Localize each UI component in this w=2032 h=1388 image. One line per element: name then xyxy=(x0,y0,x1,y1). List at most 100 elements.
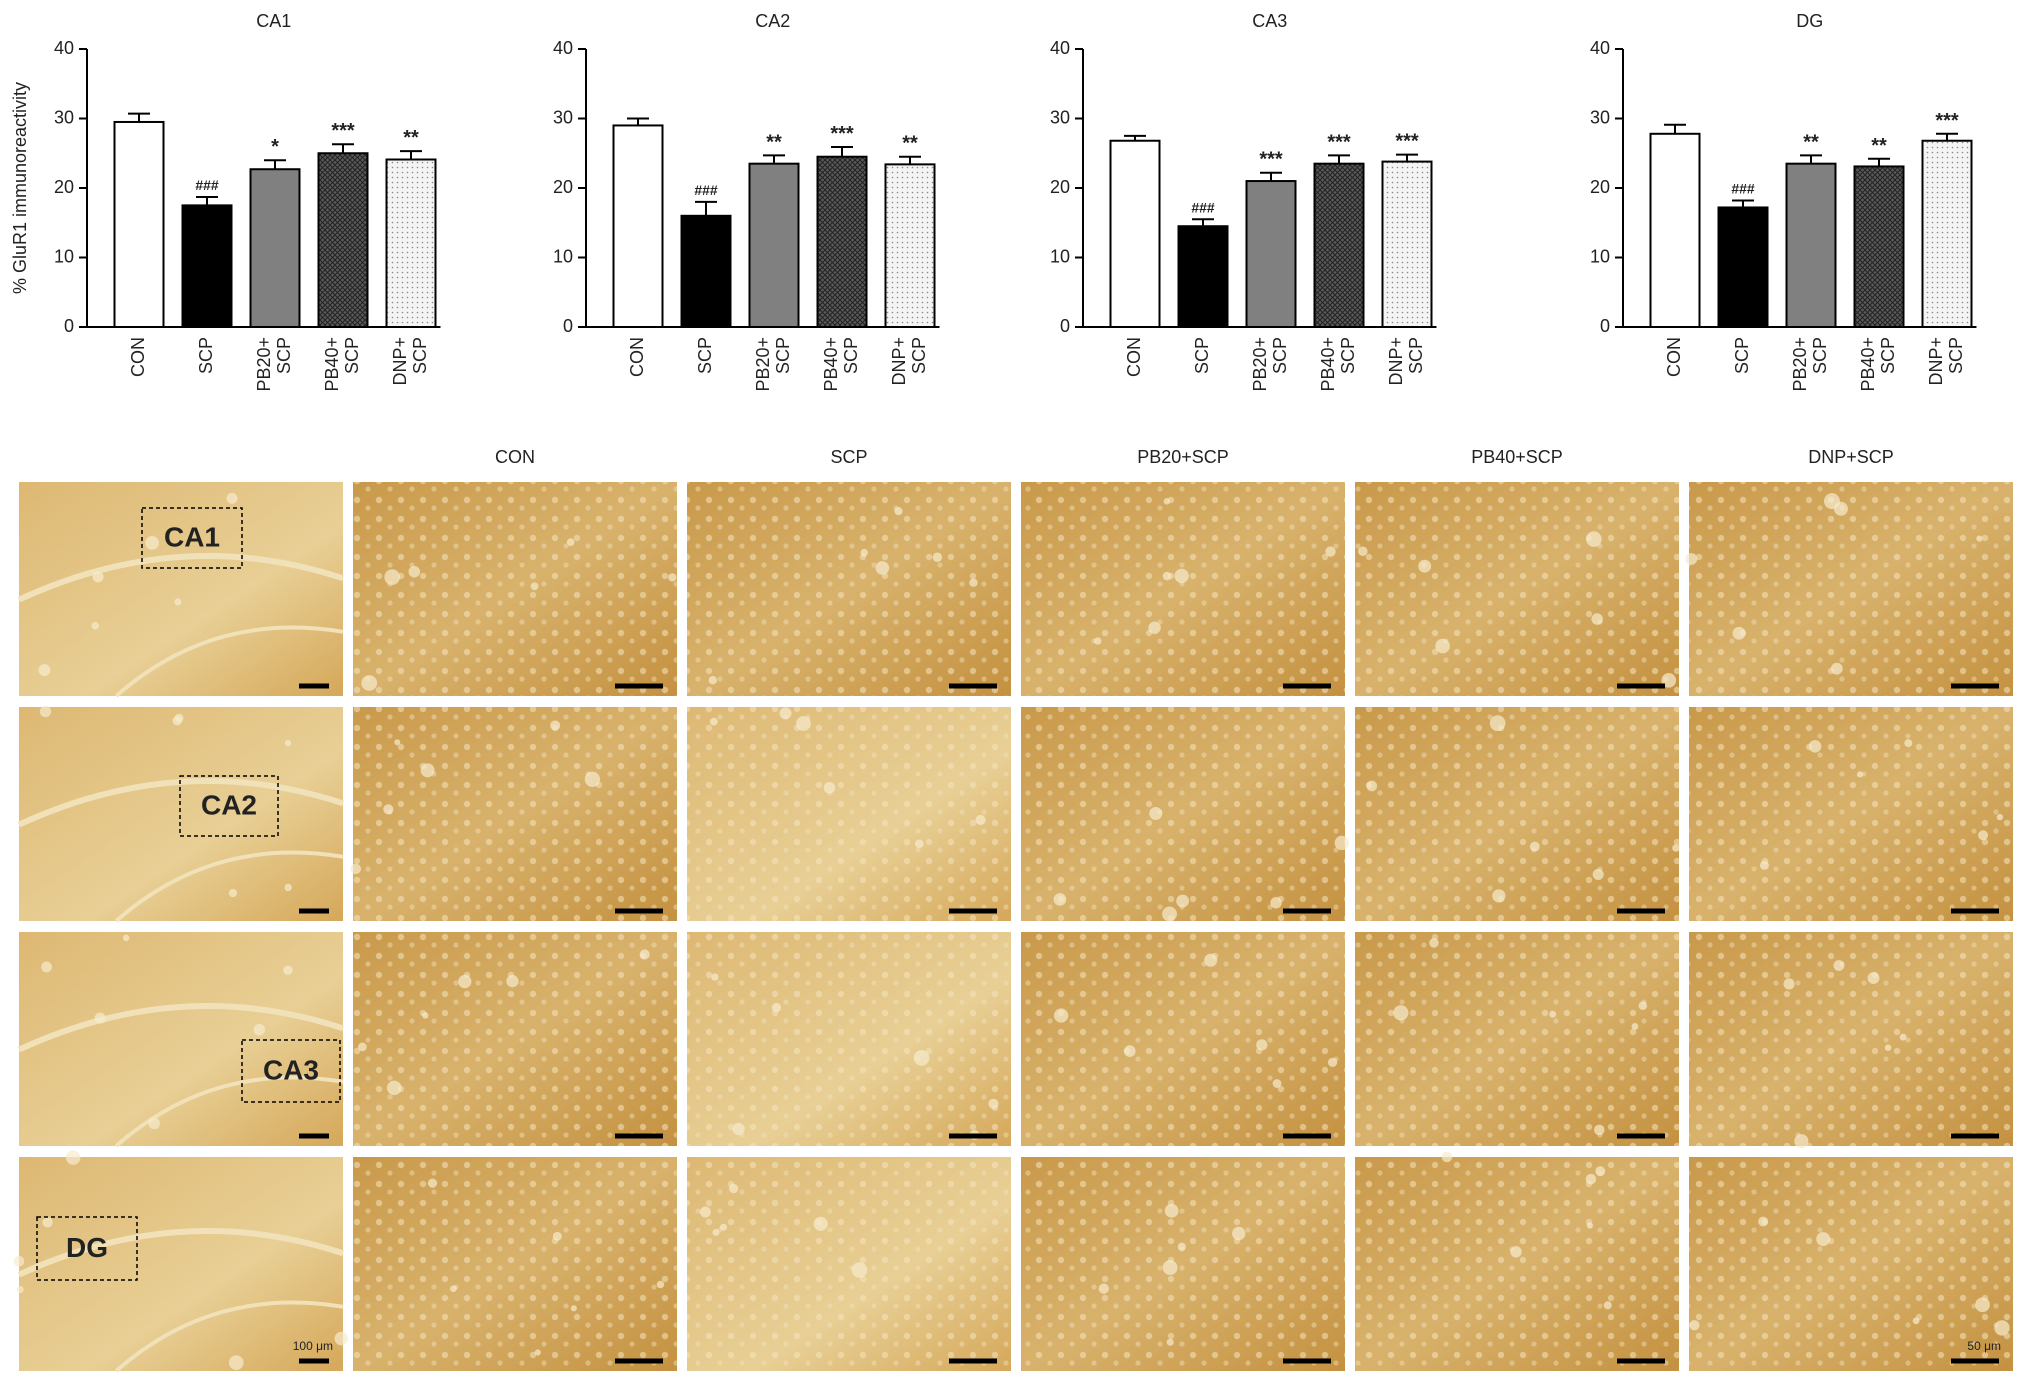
column-header: PB40+SCP xyxy=(1471,447,1563,467)
cell-spot xyxy=(709,717,718,726)
tissue-layer xyxy=(114,1300,344,1373)
cell-spot xyxy=(894,506,903,516)
cell-spot xyxy=(1177,1242,1186,1251)
tissue-layer xyxy=(114,1075,344,1148)
cell-spot xyxy=(851,1262,868,1278)
cell-spot xyxy=(174,598,182,606)
y-tick-label: 0 xyxy=(1060,316,1070,336)
region-box xyxy=(241,1039,341,1103)
y-tick-label: 30 xyxy=(1050,107,1070,127)
cell-spot xyxy=(668,573,677,582)
x-tick-label: PB40+SCP xyxy=(322,337,362,392)
cell-spot xyxy=(1586,1222,1594,1229)
x-tick-label: PB20+SCP xyxy=(1250,337,1290,392)
x-tick-label: CON xyxy=(627,337,647,377)
bar xyxy=(1177,225,1229,329)
cell-texture xyxy=(353,482,677,696)
y-tick-label: 20 xyxy=(54,177,74,197)
cell-spot xyxy=(283,965,293,975)
cell-spot xyxy=(1053,893,1067,906)
cell-spot xyxy=(552,1231,562,1241)
bar-chart: CA1 % GluR1 immunoreactivity 0 10 20 30 40 CON #… xyxy=(10,11,441,392)
bar xyxy=(1717,206,1769,329)
bar xyxy=(249,168,301,328)
cell-spot xyxy=(1429,938,1439,948)
chart-title: CA1 xyxy=(256,11,291,31)
scale-bar-label: 100 μm xyxy=(293,1339,333,1353)
significance-label: ### xyxy=(1731,181,1755,197)
cell-spot xyxy=(1393,1005,1409,1021)
significance-label: * xyxy=(271,136,279,158)
cell-spot xyxy=(1899,1033,1907,1041)
cell-spot xyxy=(1978,830,1989,841)
cell-texture xyxy=(1021,482,1345,696)
cell-spot xyxy=(1758,1216,1769,1227)
cell-spot xyxy=(1272,1079,1282,1088)
cell-spot xyxy=(1976,535,1983,542)
cell-spot xyxy=(1441,1151,1453,1163)
region-box xyxy=(36,1216,138,1281)
significance-label: *** xyxy=(331,120,355,142)
x-tick-label: SCP xyxy=(695,337,715,374)
cell-spot xyxy=(1591,613,1603,625)
cell-spot xyxy=(932,552,943,563)
bar xyxy=(748,162,800,328)
cell-spot xyxy=(1098,1283,1109,1294)
bar-chart: DG 0 10 20 30 40 CON ### SCP ** PB20+SCP ** PB40+SCP… xyxy=(1590,11,1977,392)
x-tick-label: DNP+SCP xyxy=(390,337,430,386)
y-tick-label: 30 xyxy=(553,107,573,127)
cell-spot xyxy=(1603,1301,1612,1310)
cell-texture xyxy=(353,707,677,921)
cell-spot xyxy=(122,934,130,942)
region-label: CA1 xyxy=(164,521,220,552)
cell-spot xyxy=(1094,637,1102,645)
cell-spot xyxy=(506,975,519,988)
micrograph-grid: CON SCP PB20+SCP PB40+SCP DNP+SCP CA1 CA2 CA3 DG… xyxy=(13,447,2013,1373)
cell-spot xyxy=(94,1012,106,1024)
cell-spot xyxy=(1162,571,1172,581)
cell-texture xyxy=(687,707,1011,921)
x-tick-label: PB40+SCP xyxy=(1858,337,1898,392)
chart-title: DG xyxy=(1796,11,1823,31)
y-tick-label: 20 xyxy=(1050,177,1070,197)
bar xyxy=(612,124,664,328)
cell-spot xyxy=(711,973,719,981)
bar xyxy=(1109,139,1161,328)
y-axis-label: % GluR1 immunoreactivity xyxy=(10,82,30,294)
chart-title: CA2 xyxy=(755,11,790,31)
cell-spot xyxy=(1358,546,1368,557)
cell-spot xyxy=(91,622,99,630)
cell-texture xyxy=(353,1157,677,1371)
micrograph xyxy=(19,1157,343,1371)
cell-spot xyxy=(1833,960,1845,971)
cell-texture xyxy=(1355,482,1679,696)
cell-spot xyxy=(1162,1260,1178,1276)
x-tick-label: DNP+SCP xyxy=(1926,337,1966,386)
cell-texture xyxy=(1689,482,2013,696)
x-tick-label: CON xyxy=(128,337,148,377)
x-tick-label: DNP+SCP xyxy=(1386,337,1426,386)
region-label: DG xyxy=(66,1232,108,1263)
cell-spot xyxy=(1325,546,1336,557)
cell-spot xyxy=(228,888,238,898)
cell-spot xyxy=(584,771,601,787)
cell-spot xyxy=(566,538,575,546)
cell-spot xyxy=(450,1285,457,1293)
cell-texture xyxy=(353,932,677,1146)
cell-texture xyxy=(1355,1157,1679,1371)
cell-spot xyxy=(408,565,421,578)
significance-label: ** xyxy=(1803,131,1819,153)
significance-label: ** xyxy=(1871,135,1887,157)
cell-texture xyxy=(1021,707,1345,921)
cell-spot xyxy=(422,1012,429,1019)
cell-spot xyxy=(1204,953,1218,967)
tissue-layer xyxy=(17,778,344,828)
cell-texture xyxy=(1689,1157,2013,1371)
x-tick-label: DNP+SCP xyxy=(889,337,929,386)
significance-label: *** xyxy=(1327,131,1351,153)
cell-spot xyxy=(1834,501,1848,516)
cell-spot xyxy=(1689,1320,1700,1331)
significance-label: ### xyxy=(1191,199,1215,215)
cell-spot xyxy=(1996,813,2004,821)
cell-spot xyxy=(1816,1232,1831,1247)
